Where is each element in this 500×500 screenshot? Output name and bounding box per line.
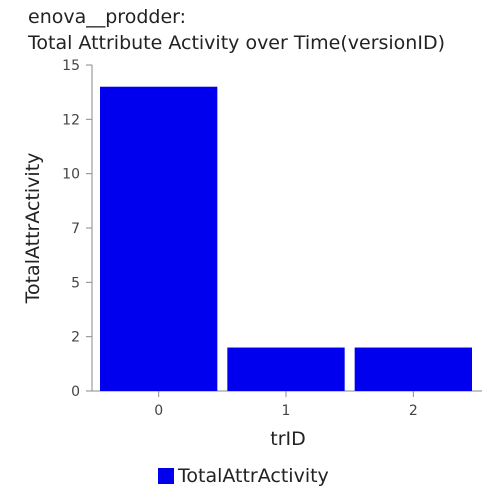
legend: TotalAttrActivity: [158, 465, 329, 487]
bar: [354, 347, 472, 391]
x-tick-label: 0: [154, 403, 163, 419]
y-axis: 0 2 5 7 10 12 15: [62, 58, 93, 400]
y-tick-label: 5: [71, 275, 80, 291]
y-tick-label: 0: [71, 384, 80, 400]
legend-label: TotalAttrActivity: [178, 465, 329, 487]
x-axis-title: trID: [270, 428, 306, 450]
y-tick-label: 7: [71, 221, 80, 237]
x-axis: 0 1 2: [92, 390, 482, 419]
chart-title-line-1: enova__prodder:: [28, 6, 187, 28]
bars: [100, 86, 472, 391]
y-tick-label: 10: [62, 167, 80, 183]
y-axis-title: TotalAttrActivity: [22, 153, 44, 305]
y-tick-label: 2: [71, 330, 80, 346]
x-tick-label: 1: [282, 403, 291, 419]
y-tick-label: 12: [62, 112, 80, 128]
chart-title-line-2: Total Attribute Activity over Time(versi…: [28, 32, 445, 54]
bar: [100, 86, 218, 391]
legend-swatch: [158, 468, 174, 484]
x-tick-label: 2: [409, 403, 418, 419]
y-tick-label: 15: [62, 58, 80, 74]
bar: [227, 347, 345, 391]
